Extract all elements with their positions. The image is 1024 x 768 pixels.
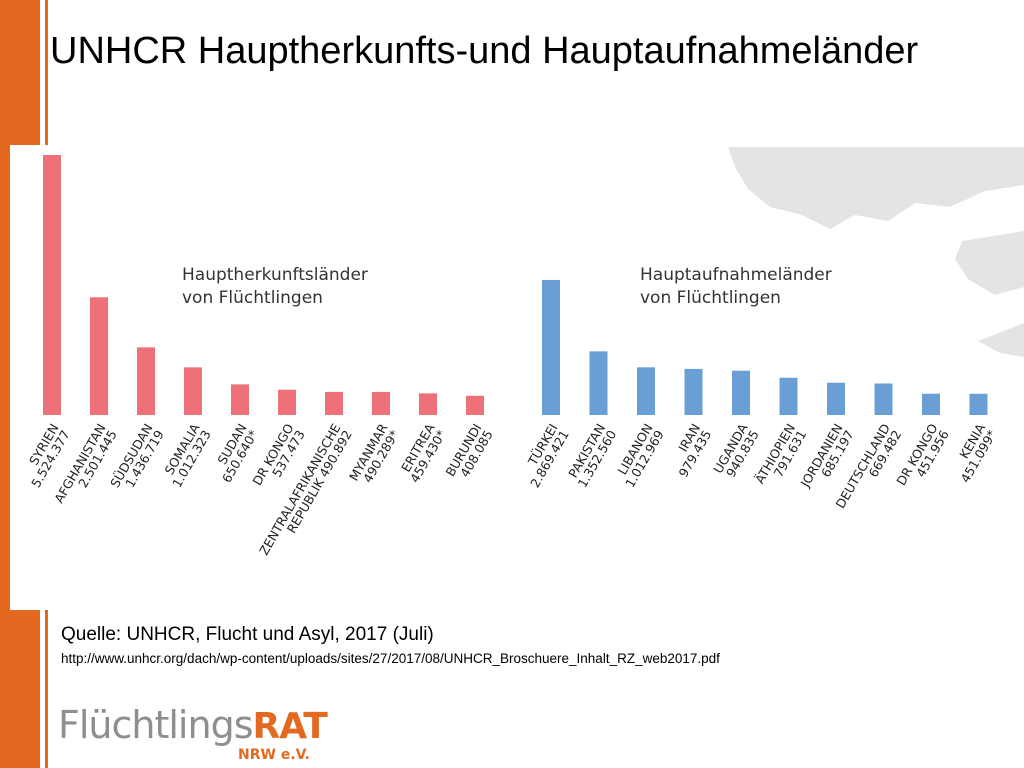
bar-label: BURUNDI408.085 [442,421,495,485]
bar-türkei [542,279,560,415]
bar-label: LIBANON1.012.969 [611,421,667,490]
bar-label: MYANMAR490.289* [346,421,402,490]
chart-heading-line-0: Hauptaufnahmeländer [640,265,832,285]
host-countries-chart: Hauptaufnahmeländer von Flüchtlingen TÜRKE… [515,265,1000,511]
bar-äthiopien [779,377,798,415]
bar-label: IRAN979.435 [664,421,714,480]
bar-zentralafrikanische-republik [325,391,343,415]
source-citation: Quelle: UNHCR, Flucht und Asyl, 2017 (Ju… [61,624,434,645]
bar-uganda [732,370,750,415]
bar-label: TÜRKEI2.869.421 [515,421,572,491]
logo-subtitle: NRW e.V. [238,747,310,763]
bar-label: SÜDSUDAN1.436.719 [106,420,167,496]
world-map-background [728,147,1024,357]
bar-dr-kongo [278,389,296,415]
bar-myanmar [372,391,390,415]
bar-dr-kongo [922,393,940,415]
chart-area: Hauptherkunftsländer von Flüchtlingen SYRI… [10,145,1024,610]
bar-somalia [184,367,202,415]
logo-text-main: Flüchtlings [58,703,253,747]
bar-label: SOMALIA1.012.323 [158,421,214,490]
bar-burundi [466,395,484,415]
bar-label: KENIA451.099* [946,421,999,486]
bar-jordanien [827,382,845,415]
bar-syrien [43,155,61,415]
bar-sudan [231,384,249,415]
slide-title: UNHCR Hauptherkunfts-und Hauptaufnahmelä… [50,30,919,72]
bar-label: ERITREA459.430* [396,421,449,486]
source-url[interactable]: http://www.unhcr.org/dach/wp-content/upl… [61,651,720,666]
bar-kenia [969,393,988,415]
bar-libanon [637,367,655,415]
chart-heading-line-1: von Flüchtlingen [182,288,323,308]
logo-text-accent: RAT [252,706,328,747]
bar-eritrea [419,393,437,415]
bar-iran [684,368,703,415]
bar-afghanistan [90,297,108,415]
bar-label: DR KONGO451.956 [893,421,952,494]
bar-pakistan [589,351,608,415]
fluechtlingsrat-logo: FlüchtlingsRAT [58,703,328,747]
chart-heading-line-1: von Flüchtlingen [640,288,781,308]
bar-deutschland [874,383,893,415]
bar-südsudan [137,347,155,415]
bar-label: PAKISTAN1.352.560 [563,421,619,490]
chart-heading-line-0: Hauptherkunftsländer [182,265,368,285]
